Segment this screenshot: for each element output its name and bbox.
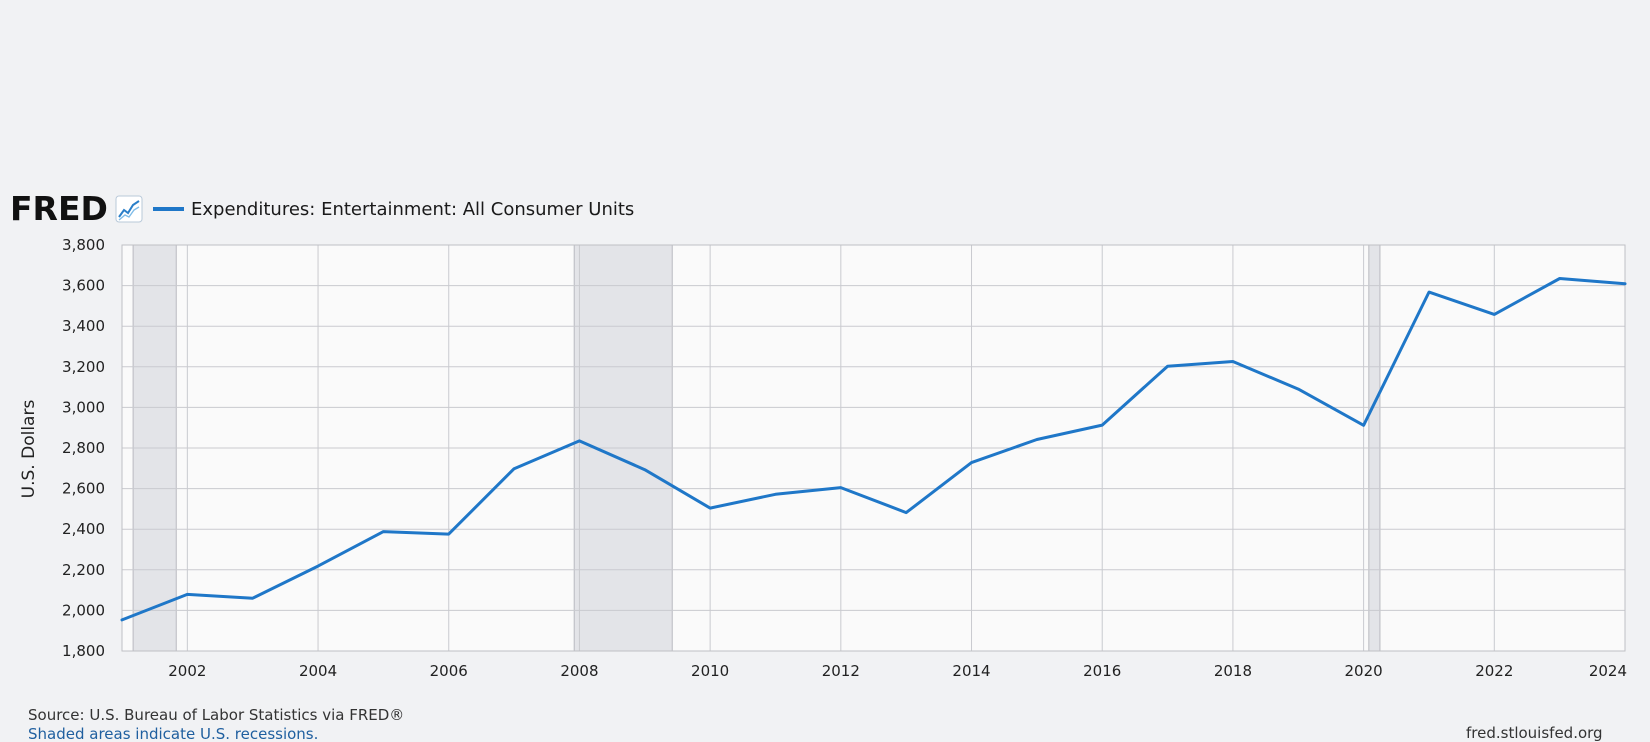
y-tick-label: 3,000 [62,398,105,416]
y-tick-label: 2,600 [62,480,105,498]
line-graph-icon [115,195,143,223]
legend-label: Expenditures: Entertainment: All Consume… [191,199,634,220]
series-layer [120,277,1627,622]
y-tick-label: 2,800 [62,439,105,457]
series-line-1[interactable] [120,277,1627,622]
y-axis-ticks: 1,800 2,000 2,200 2,400 2,600 2,800 3,000 3,200… [62,236,105,660]
grid-lines [121,244,1626,652]
x-tick-label: 2014 [952,662,990,680]
recession-note-link[interactable]: Shaded areas indicate U.S. recessions. [28,725,319,742]
x-tick-label: 2006 [430,662,468,680]
x-tick-label: 2004 [299,662,337,680]
y-tick-label: 3,400 [62,317,105,335]
y-tick-label: 2,200 [62,561,105,579]
x-tick-label: 2016 [1083,662,1121,680]
plot-border [121,244,1626,652]
x-tick-label: 2018 [1214,662,1252,680]
x-tick-label: 2024 [1589,662,1627,680]
y-tick-label: 3,200 [62,358,105,376]
x-tick-label: 2022 [1475,662,1513,680]
y-tick-label: 2,400 [62,520,105,538]
fred-logo-text: FRED [10,189,108,228]
y-tick-label: 3,800 [62,236,105,254]
y-axis-label: U.S. Dollars [19,400,39,499]
y-tick-label: 2,000 [62,601,105,619]
x-axis-ticks: 2002 2004 2006 2008 2010 2012 2014 2016 2018 2020… [168,662,1627,680]
source-note: Source: U.S. Bureau of Labor Statistics … [28,706,405,724]
y-tick-label: 1,800 [62,642,105,660]
x-tick-label: 2002 [168,662,206,680]
y-tick-label: 3,600 [62,277,105,295]
fred-logo[interactable]: FRED [10,189,108,228]
x-tick-label: 2020 [1345,662,1383,680]
site-url[interactable]: fred.stlouisfed.org [1466,724,1603,742]
x-tick-label: 2008 [560,662,598,680]
x-tick-label: 2012 [822,662,860,680]
x-tick-label: 2010 [691,662,729,680]
